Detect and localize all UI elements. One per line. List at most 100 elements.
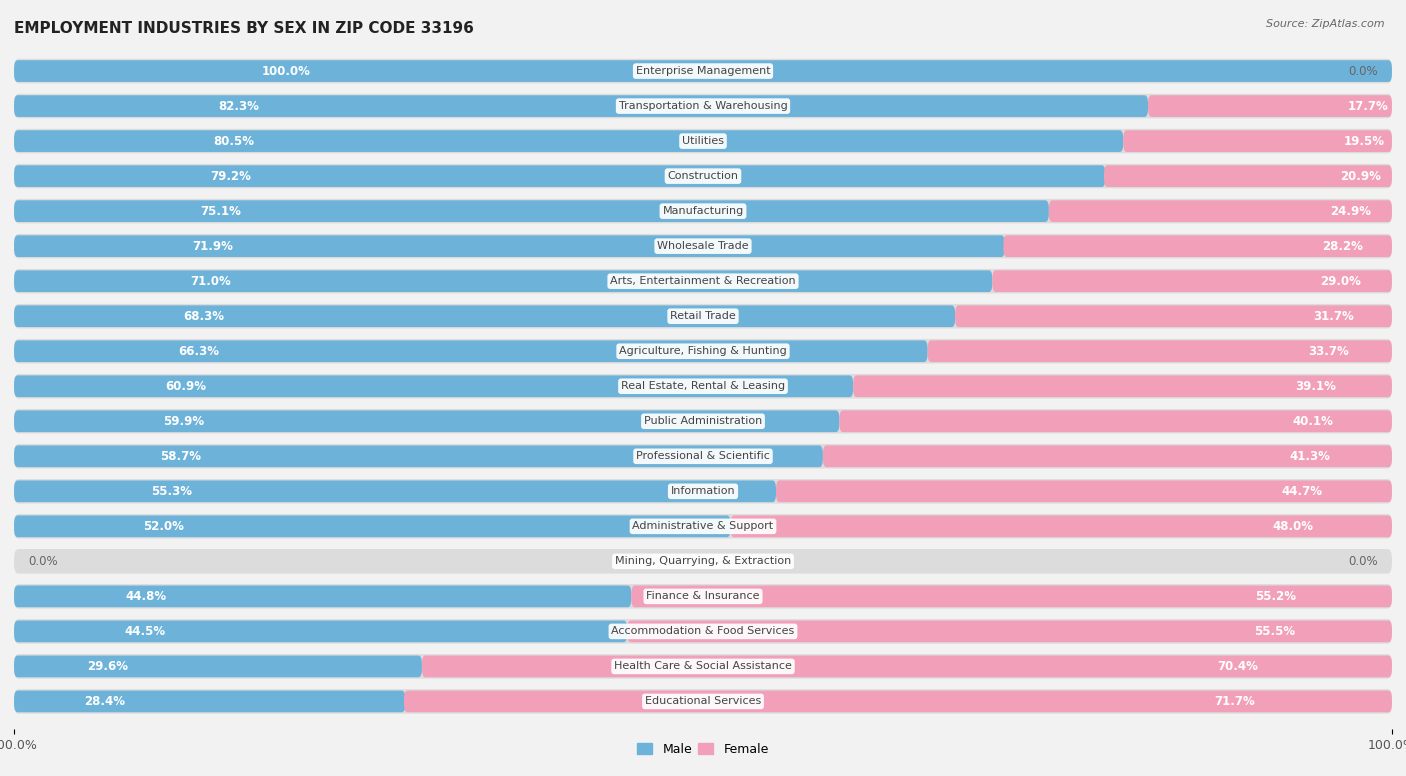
Text: 41.3%: 41.3% xyxy=(1289,450,1330,462)
FancyBboxPatch shape xyxy=(853,376,1392,397)
Text: Wholesale Trade: Wholesale Trade xyxy=(657,241,749,251)
Text: Educational Services: Educational Services xyxy=(645,696,761,706)
FancyBboxPatch shape xyxy=(14,656,422,677)
Text: Real Estate, Rental & Leasing: Real Estate, Rental & Leasing xyxy=(621,381,785,391)
FancyBboxPatch shape xyxy=(14,479,1392,504)
FancyBboxPatch shape xyxy=(404,691,1392,712)
Text: 17.7%: 17.7% xyxy=(1348,99,1389,113)
FancyBboxPatch shape xyxy=(422,656,1392,677)
Text: 80.5%: 80.5% xyxy=(214,134,254,147)
Text: 66.3%: 66.3% xyxy=(179,345,219,358)
Text: 19.5%: 19.5% xyxy=(1344,134,1385,147)
Text: Retail Trade: Retail Trade xyxy=(671,311,735,321)
Text: 60.9%: 60.9% xyxy=(165,379,207,393)
FancyBboxPatch shape xyxy=(14,409,1392,434)
FancyBboxPatch shape xyxy=(14,584,1392,608)
FancyBboxPatch shape xyxy=(14,619,1392,643)
FancyBboxPatch shape xyxy=(14,130,1123,152)
Text: 100.0%: 100.0% xyxy=(262,64,311,78)
FancyBboxPatch shape xyxy=(14,621,627,643)
FancyBboxPatch shape xyxy=(993,270,1392,292)
Text: 29.0%: 29.0% xyxy=(1320,275,1361,288)
FancyBboxPatch shape xyxy=(14,164,1392,189)
FancyBboxPatch shape xyxy=(14,549,1392,573)
Text: 71.0%: 71.0% xyxy=(190,275,231,288)
Text: 33.7%: 33.7% xyxy=(1309,345,1350,358)
FancyBboxPatch shape xyxy=(14,515,731,537)
FancyBboxPatch shape xyxy=(14,514,1392,539)
Text: Administrative & Support: Administrative & Support xyxy=(633,521,773,532)
Text: Agriculture, Fishing & Hunting: Agriculture, Fishing & Hunting xyxy=(619,346,787,356)
Text: 52.0%: 52.0% xyxy=(143,520,184,533)
Text: 0.0%: 0.0% xyxy=(28,555,58,568)
FancyBboxPatch shape xyxy=(14,94,1392,119)
FancyBboxPatch shape xyxy=(14,445,823,467)
Text: 40.1%: 40.1% xyxy=(1292,414,1333,428)
FancyBboxPatch shape xyxy=(14,689,1392,714)
FancyBboxPatch shape xyxy=(14,376,853,397)
FancyBboxPatch shape xyxy=(776,480,1392,502)
FancyBboxPatch shape xyxy=(14,374,1392,399)
FancyBboxPatch shape xyxy=(14,234,1392,258)
Text: Manufacturing: Manufacturing xyxy=(662,206,744,217)
Text: 71.7%: 71.7% xyxy=(1215,695,1256,708)
Text: Health Care & Social Assistance: Health Care & Social Assistance xyxy=(614,661,792,671)
FancyBboxPatch shape xyxy=(14,199,1392,223)
FancyBboxPatch shape xyxy=(1123,130,1392,152)
Text: 31.7%: 31.7% xyxy=(1313,310,1354,323)
Text: 68.3%: 68.3% xyxy=(183,310,225,323)
FancyBboxPatch shape xyxy=(955,305,1392,327)
Text: 44.7%: 44.7% xyxy=(1281,485,1322,498)
Text: Professional & Scientific: Professional & Scientific xyxy=(636,452,770,461)
Text: Arts, Entertainment & Recreation: Arts, Entertainment & Recreation xyxy=(610,276,796,286)
Text: 39.1%: 39.1% xyxy=(1295,379,1336,393)
Text: 0.0%: 0.0% xyxy=(1348,555,1378,568)
Text: 48.0%: 48.0% xyxy=(1272,520,1313,533)
FancyBboxPatch shape xyxy=(14,59,1392,83)
FancyBboxPatch shape xyxy=(14,304,1392,328)
FancyBboxPatch shape xyxy=(14,480,776,502)
FancyBboxPatch shape xyxy=(14,129,1392,154)
Text: Accommodation & Food Services: Accommodation & Food Services xyxy=(612,626,794,636)
Text: 24.9%: 24.9% xyxy=(1330,205,1371,217)
Text: 79.2%: 79.2% xyxy=(211,170,252,182)
FancyBboxPatch shape xyxy=(14,95,1149,117)
Text: 82.3%: 82.3% xyxy=(218,99,259,113)
FancyBboxPatch shape xyxy=(631,586,1392,608)
Text: 44.8%: 44.8% xyxy=(125,590,166,603)
FancyBboxPatch shape xyxy=(14,444,1392,469)
FancyBboxPatch shape xyxy=(14,200,1049,222)
Text: Source: ZipAtlas.com: Source: ZipAtlas.com xyxy=(1267,19,1385,29)
Text: EMPLOYMENT INDUSTRIES BY SEX IN ZIP CODE 33196: EMPLOYMENT INDUSTRIES BY SEX IN ZIP CODE… xyxy=(14,21,474,36)
Text: 75.1%: 75.1% xyxy=(200,205,242,217)
FancyBboxPatch shape xyxy=(14,654,1392,679)
FancyBboxPatch shape xyxy=(823,445,1392,467)
Text: 71.9%: 71.9% xyxy=(193,240,233,253)
Text: 55.3%: 55.3% xyxy=(152,485,193,498)
Text: Mining, Quarrying, & Extraction: Mining, Quarrying, & Extraction xyxy=(614,556,792,566)
FancyBboxPatch shape xyxy=(928,341,1392,362)
FancyBboxPatch shape xyxy=(14,270,993,292)
Text: 28.4%: 28.4% xyxy=(84,695,125,708)
Text: 29.6%: 29.6% xyxy=(87,660,128,673)
FancyBboxPatch shape xyxy=(14,341,928,362)
Text: Utilities: Utilities xyxy=(682,136,724,146)
Text: 59.9%: 59.9% xyxy=(163,414,204,428)
Text: Construction: Construction xyxy=(668,171,738,181)
FancyBboxPatch shape xyxy=(14,165,1105,187)
FancyBboxPatch shape xyxy=(14,339,1392,363)
FancyBboxPatch shape xyxy=(731,515,1392,537)
FancyBboxPatch shape xyxy=(14,235,1005,257)
FancyBboxPatch shape xyxy=(627,621,1392,643)
FancyBboxPatch shape xyxy=(14,586,631,608)
FancyBboxPatch shape xyxy=(14,269,1392,293)
FancyBboxPatch shape xyxy=(14,691,405,712)
FancyBboxPatch shape xyxy=(1004,235,1392,257)
Text: Transportation & Warehousing: Transportation & Warehousing xyxy=(619,101,787,111)
Text: Enterprise Management: Enterprise Management xyxy=(636,66,770,76)
Text: 28.2%: 28.2% xyxy=(1322,240,1362,253)
Legend: Male, Female: Male, Female xyxy=(633,738,773,760)
Text: 55.2%: 55.2% xyxy=(1256,590,1296,603)
Text: 58.7%: 58.7% xyxy=(160,450,201,462)
FancyBboxPatch shape xyxy=(14,305,955,327)
